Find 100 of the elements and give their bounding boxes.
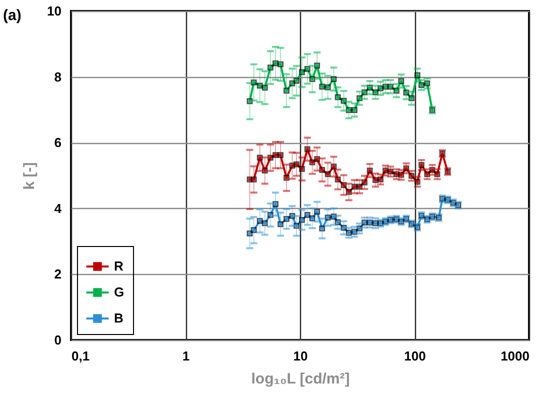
point (314, 156, 320, 162)
x-tick-label: 10 (293, 348, 308, 364)
point (324, 171, 331, 178)
point (372, 177, 378, 184)
point (304, 66, 310, 72)
point (284, 88, 290, 94)
point (294, 78, 300, 84)
point (340, 224, 347, 231)
point (356, 226, 362, 232)
point (256, 218, 263, 224)
point (246, 98, 253, 104)
point (262, 168, 268, 174)
point (356, 95, 362, 102)
point (272, 60, 278, 66)
point (294, 222, 300, 229)
point (319, 226, 326, 232)
point (278, 221, 284, 228)
y-tick-label: 10 (47, 4, 62, 18)
point (309, 76, 316, 82)
point (299, 166, 305, 172)
point (278, 61, 284, 68)
x-tick-label: 1 (182, 348, 190, 364)
y-axis-title: k [-] (21, 162, 38, 190)
point (352, 107, 358, 113)
point (330, 76, 337, 82)
point (272, 152, 278, 158)
x-tick-label: 0,1 (72, 348, 90, 364)
point (378, 85, 384, 92)
point (294, 161, 300, 168)
point (424, 171, 430, 178)
point (256, 154, 263, 161)
point (334, 176, 341, 182)
point (366, 168, 373, 174)
legend-label: R (114, 258, 124, 274)
point (314, 208, 320, 215)
point (272, 201, 278, 208)
y-tick-label: 6 (54, 135, 62, 150)
point (362, 89, 368, 96)
point (319, 166, 326, 173)
point (284, 174, 290, 181)
y-tick-label: 8 (54, 69, 62, 84)
point (418, 162, 424, 168)
y-tick-label: 2 (54, 266, 62, 282)
point (382, 84, 388, 90)
point (424, 80, 430, 86)
point (382, 168, 388, 174)
point (250, 79, 257, 86)
x-tick-label: 1000 (500, 348, 530, 364)
point (250, 227, 257, 234)
point (362, 179, 368, 186)
point (429, 166, 436, 173)
y-tick-label: 0 (54, 332, 62, 348)
point (434, 171, 440, 178)
point (418, 82, 424, 88)
point (262, 84, 268, 91)
point (314, 62, 320, 69)
point (330, 214, 337, 220)
point (278, 152, 284, 158)
point (284, 216, 290, 222)
point (408, 172, 414, 179)
point (388, 84, 394, 90)
point (268, 212, 274, 218)
point (394, 88, 400, 94)
point (398, 78, 404, 84)
point (334, 219, 341, 226)
point (414, 72, 420, 78)
point (372, 89, 378, 96)
point (346, 230, 352, 236)
point (352, 184, 358, 190)
point (268, 64, 274, 71)
point (403, 90, 410, 96)
point (388, 168, 394, 174)
point (324, 84, 331, 90)
point (250, 176, 257, 182)
point (324, 214, 331, 221)
point (352, 228, 358, 235)
point (403, 165, 410, 172)
y-tick-label: 4 (54, 200, 62, 216)
point (319, 84, 326, 90)
point (289, 213, 296, 219)
point (340, 98, 347, 104)
point (366, 84, 373, 91)
point (304, 146, 310, 152)
chart-title: (a) (3, 7, 22, 24)
point (334, 94, 341, 100)
x-tick-label: 100 (404, 348, 426, 364)
point (262, 220, 268, 226)
point (366, 220, 373, 226)
point (309, 159, 316, 166)
legend-label: B (114, 310, 124, 326)
point (398, 172, 404, 178)
point (378, 176, 384, 182)
legend-label: G (114, 284, 124, 300)
point (362, 220, 368, 226)
point (414, 178, 420, 185)
point (256, 82, 263, 89)
point (346, 189, 352, 195)
point (309, 215, 316, 222)
point (304, 212, 310, 218)
point (268, 154, 274, 161)
